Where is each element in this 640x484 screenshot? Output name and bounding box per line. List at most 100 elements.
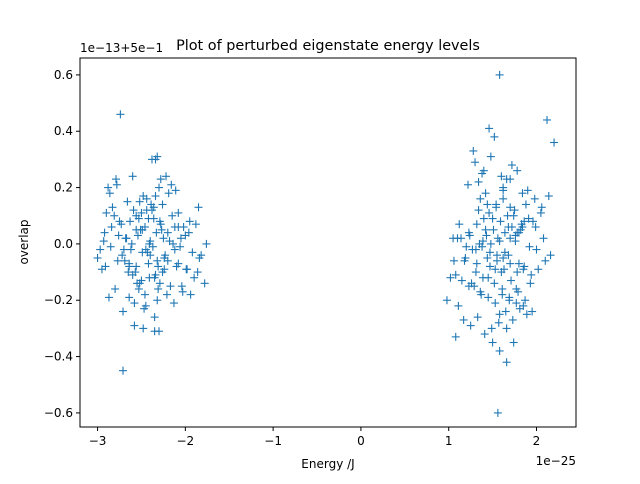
data-point — [127, 239, 136, 248]
data-point — [149, 203, 158, 212]
data-point — [454, 301, 463, 310]
data-point — [485, 124, 494, 133]
data-point — [174, 208, 183, 217]
data-point — [169, 239, 178, 248]
data-point — [162, 290, 171, 299]
data-point — [105, 189, 114, 198]
data-point — [117, 220, 126, 229]
data-point — [462, 242, 471, 251]
x-tick-label: 2 — [533, 434, 541, 448]
data-point — [481, 225, 490, 234]
data-point — [184, 228, 193, 237]
data-point — [154, 262, 163, 271]
data-point — [155, 183, 164, 192]
data-point — [470, 282, 479, 291]
data-point — [126, 245, 135, 254]
data-point — [484, 273, 493, 282]
x-tick-label: −1 — [264, 434, 282, 448]
plot-area — [93, 70, 559, 417]
data-point — [144, 259, 153, 268]
data-point — [110, 211, 119, 220]
data-point — [93, 253, 102, 262]
data-point — [461, 253, 470, 262]
data-point — [194, 203, 203, 212]
data-point — [485, 262, 494, 271]
data-point — [169, 299, 178, 308]
data-point — [453, 234, 462, 243]
data-point — [130, 299, 139, 308]
data-point — [111, 284, 120, 293]
data-point — [135, 279, 144, 288]
data-point — [510, 206, 519, 215]
data-point — [154, 284, 163, 293]
data-point — [153, 296, 162, 305]
data-point — [455, 220, 464, 229]
data-point — [501, 307, 510, 316]
data-point — [478, 237, 487, 246]
data-point — [512, 299, 521, 308]
data-point — [100, 228, 109, 237]
data-point — [186, 290, 195, 299]
y-tick-label: −0.6 — [44, 406, 73, 420]
data-point — [519, 265, 528, 274]
data-point — [106, 242, 115, 251]
data-point — [484, 293, 493, 302]
data-point — [128, 172, 137, 181]
data-point — [531, 223, 540, 232]
data-point — [177, 282, 186, 291]
data-point — [478, 242, 487, 251]
data-point — [472, 220, 481, 229]
data-point — [125, 293, 134, 302]
data-point — [471, 158, 480, 167]
data-point — [523, 186, 532, 195]
data-point — [504, 251, 513, 260]
data-point — [138, 225, 147, 234]
y-offset-text: 1e−13+5e−1 — [80, 41, 163, 55]
x-tick-label: 1 — [445, 434, 453, 448]
data-point — [497, 172, 506, 181]
data-point — [182, 265, 191, 274]
data-point — [506, 259, 515, 268]
data-point — [507, 223, 516, 232]
data-point — [141, 245, 150, 254]
data-point — [99, 237, 108, 246]
data-point — [145, 273, 154, 282]
data-point — [163, 228, 172, 237]
data-point — [459, 315, 468, 324]
data-point — [471, 268, 480, 277]
data-point — [513, 268, 522, 277]
data-point — [495, 310, 504, 319]
data-point — [139, 324, 148, 333]
data-point — [481, 189, 490, 198]
y-tick-label: 0.0 — [54, 237, 73, 251]
data-point — [550, 138, 559, 147]
data-point — [170, 245, 179, 254]
data-point — [499, 253, 508, 262]
data-point — [539, 234, 548, 243]
data-point — [505, 293, 514, 302]
data-point — [153, 256, 162, 265]
data-point — [166, 282, 175, 291]
data-point — [513, 166, 522, 175]
data-point — [155, 279, 164, 288]
data-point — [167, 180, 176, 189]
data-point — [496, 217, 505, 226]
data-point — [508, 315, 517, 324]
data-point — [123, 197, 132, 206]
data-point — [494, 318, 503, 327]
data-point — [528, 217, 537, 226]
data-point — [174, 223, 183, 232]
data-point — [491, 299, 500, 308]
x-tick-label: −2 — [176, 434, 194, 448]
data-point — [200, 279, 209, 288]
x-offset-text: 1e−25 — [536, 454, 576, 468]
data-point — [446, 273, 455, 282]
data-point — [130, 321, 139, 330]
data-point — [480, 330, 489, 339]
data-point — [507, 276, 516, 285]
data-point — [474, 177, 483, 186]
data-point — [156, 175, 165, 184]
data-point — [102, 208, 111, 217]
data-point — [150, 313, 159, 322]
data-point — [515, 304, 524, 313]
